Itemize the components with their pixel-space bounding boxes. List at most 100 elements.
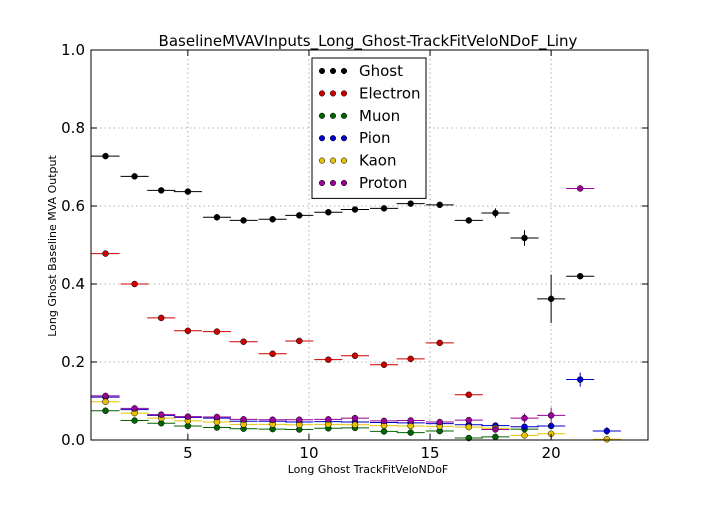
legend-marker-kaon [318, 157, 326, 164]
electron-point [157, 314, 165, 322]
legend-label-ghost: Ghost [359, 62, 403, 80]
grid [91, 50, 648, 440]
kaon-point [102, 398, 109, 406]
proton-point [351, 414, 359, 422]
legend-marker-muon [318, 112, 326, 119]
legend: Ghost Electron Muon Pion Kaon Proton [311, 57, 427, 199]
y-tick-label: 0.6 [61, 197, 85, 215]
legend-marker-ghost [329, 67, 337, 75]
muon-point [213, 424, 221, 431]
ghost-point [213, 214, 221, 221]
proton-point [131, 405, 138, 412]
ticks: 5 10 15 20 0.0 0.2 0.4 0.6 0.8 1.0 [61, 41, 648, 462]
electron-point [351, 352, 359, 360]
ghost-point [521, 234, 528, 242]
legend-marker-kaon [329, 157, 337, 164]
pion-point [576, 376, 584, 383]
electron-point [269, 350, 276, 358]
proton-point [436, 418, 443, 426]
legend-marker-pion [329, 135, 337, 142]
y-tick-label: 0.4 [61, 275, 85, 293]
y-tick-label: 0.0 [61, 431, 85, 449]
legend-marker-pion [340, 135, 348, 142]
muon-point [407, 429, 414, 436]
y-tick-label: 0.8 [61, 119, 85, 137]
kaon-point [465, 423, 473, 431]
y-tick-label: 1.0 [61, 41, 85, 59]
electron-point [436, 339, 443, 347]
kaon-point [603, 435, 611, 443]
electron-point [184, 327, 192, 335]
ghost-point [547, 295, 555, 303]
legend-box [311, 57, 427, 199]
proton-point [465, 416, 473, 424]
legend-marker-ghost [318, 67, 326, 75]
chart-title: BaselineMVAVInputs_Long_Ghost-TrackFitVe… [159, 32, 578, 51]
ghost-point [492, 209, 499, 217]
legend-label-proton: Proton [359, 174, 407, 192]
proton-point [157, 411, 165, 418]
muon-point [102, 407, 109, 414]
ghost-point [131, 173, 138, 180]
muon-point [380, 428, 388, 435]
proton-point [492, 426, 499, 433]
electron-point [380, 361, 388, 368]
ghost-point [436, 201, 443, 209]
electron-point [465, 391, 473, 399]
proton-point [102, 392, 109, 400]
y-tick-label: 0.2 [61, 353, 85, 371]
proton-point [213, 413, 221, 421]
legend-marker-proton [318, 179, 326, 187]
ghost-point [576, 272, 584, 280]
proton-point [576, 185, 584, 192]
proton-point [521, 414, 528, 422]
proton-point [407, 417, 414, 424]
pion-point [603, 427, 611, 435]
kaon-point [407, 422, 414, 430]
proton-point [380, 417, 388, 425]
ghost-point [351, 206, 359, 213]
proton-point [296, 416, 303, 423]
legend-marker-ghost [340, 67, 348, 75]
proton-point [240, 416, 247, 423]
ghost-point [325, 208, 332, 216]
x-tick-label: 20 [542, 444, 561, 462]
proton-point [547, 412, 555, 419]
legend-marker-electron [318, 90, 326, 97]
legend-marker-proton [329, 179, 337, 187]
muon-point [492, 433, 499, 441]
ghost-point [240, 217, 247, 224]
ghost-point [465, 217, 473, 224]
legend-marker-electron [329, 90, 337, 97]
ghost-point [157, 187, 165, 194]
legend-label-muon: Muon [359, 107, 400, 125]
pion-point [521, 423, 528, 430]
electron-point [240, 338, 247, 345]
legend-marker-kaon [340, 157, 348, 164]
x-tick-label: 15 [420, 444, 439, 462]
data-layer [91, 152, 621, 443]
pion-point [547, 422, 555, 430]
y-axis-label: Long Ghost Baseline MVA Output [46, 155, 59, 337]
ghost-point [407, 200, 414, 207]
electron-point [407, 355, 414, 363]
legend-label-kaon: Kaon [359, 152, 396, 170]
legend-marker-muon [329, 112, 337, 119]
proton-point [269, 416, 276, 423]
legend-marker-proton [340, 179, 348, 187]
x-axis-label: Long Ghost TrackFitVeloNDoF [288, 463, 449, 476]
legend-label-pion: Pion [359, 129, 391, 147]
ghost-point [380, 205, 388, 212]
legend-marker-muon [340, 112, 348, 119]
series-proton [91, 185, 595, 433]
proton-point [325, 416, 332, 423]
electron-point [325, 356, 332, 363]
plot-frame [90, 49, 649, 441]
ghost-point [184, 188, 192, 195]
ghost-point [269, 216, 276, 223]
ghost-point [296, 212, 303, 219]
legend-label-electron: Electron [359, 84, 421, 102]
kaon-point [521, 432, 528, 439]
